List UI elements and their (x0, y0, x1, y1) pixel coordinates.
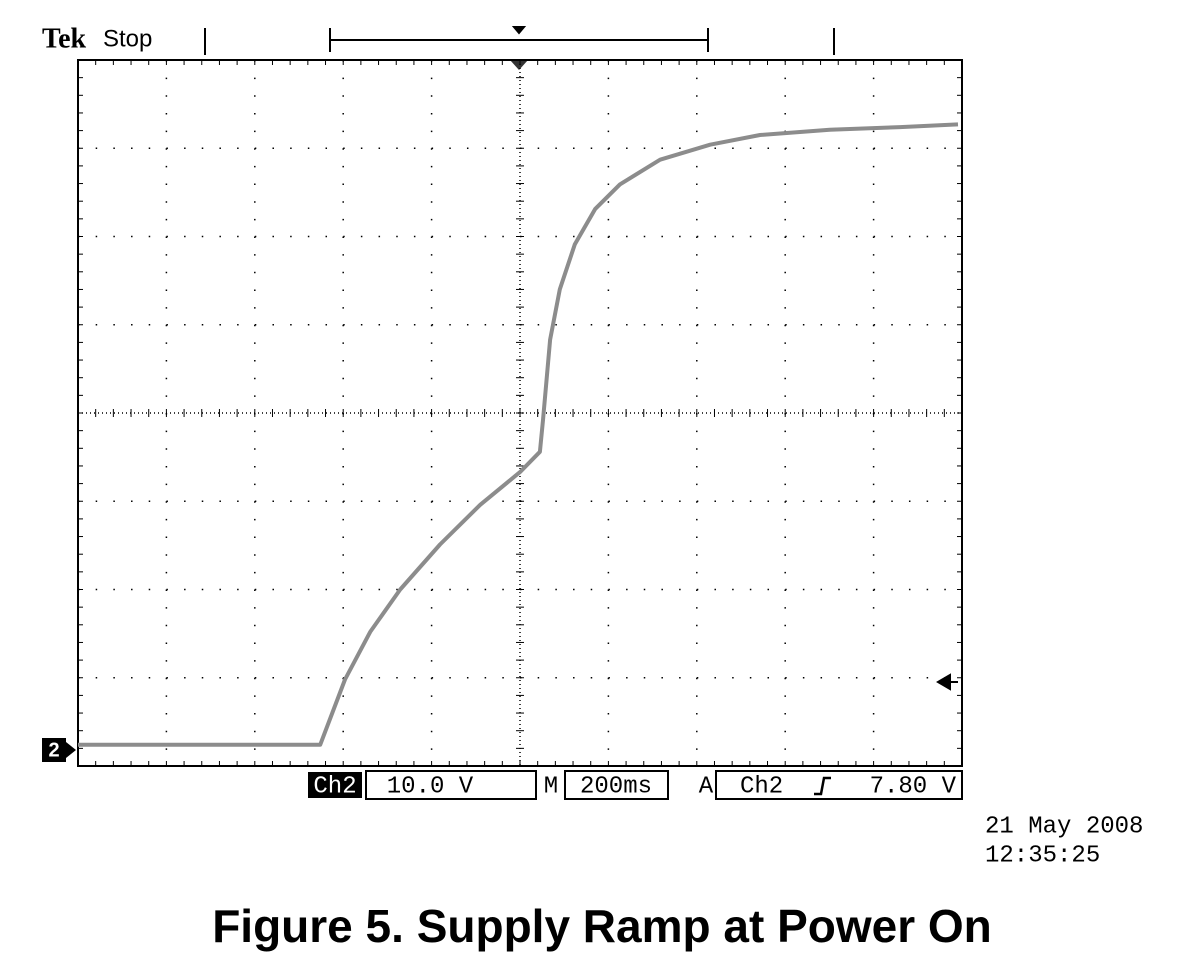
channel-marker-arrow (66, 742, 76, 758)
timebase: 200ms (580, 773, 652, 800)
channel-box (308, 772, 362, 798)
trigger-level: 7.80 V (870, 773, 957, 800)
brand: Tek (42, 23, 87, 54)
channel: Ch2 (313, 773, 356, 800)
graticule (77, 59, 963, 767)
trigger-level-marker (936, 673, 958, 691)
scale: 10.0 V (387, 773, 474, 800)
trigger-box (715, 770, 963, 800)
timebase-box (564, 770, 669, 800)
time-label: M (544, 773, 558, 800)
trigger-source: Ch2 (740, 773, 783, 800)
date: 21 May 2008 (985, 813, 1143, 840)
trigger-position (510, 60, 528, 70)
scale-box (365, 770, 537, 800)
trace (78, 122, 959, 747)
time: 12:35:25 (985, 842, 1100, 869)
plot-frame (77, 59, 963, 767)
trigger-label: A (699, 773, 714, 800)
channel-marker: 2 (48, 739, 59, 761)
channel-marker-box (42, 738, 66, 762)
status: Stop (103, 25, 152, 52)
readout: Ch2 10.0 V M 200ms A Ch2 7.80 V 21 May 2… (308, 770, 1143, 869)
caption: Figure 5. Supply Ramp at Power On (212, 900, 992, 952)
trigger-slope (814, 776, 831, 796)
record-bar (204, 26, 835, 55)
